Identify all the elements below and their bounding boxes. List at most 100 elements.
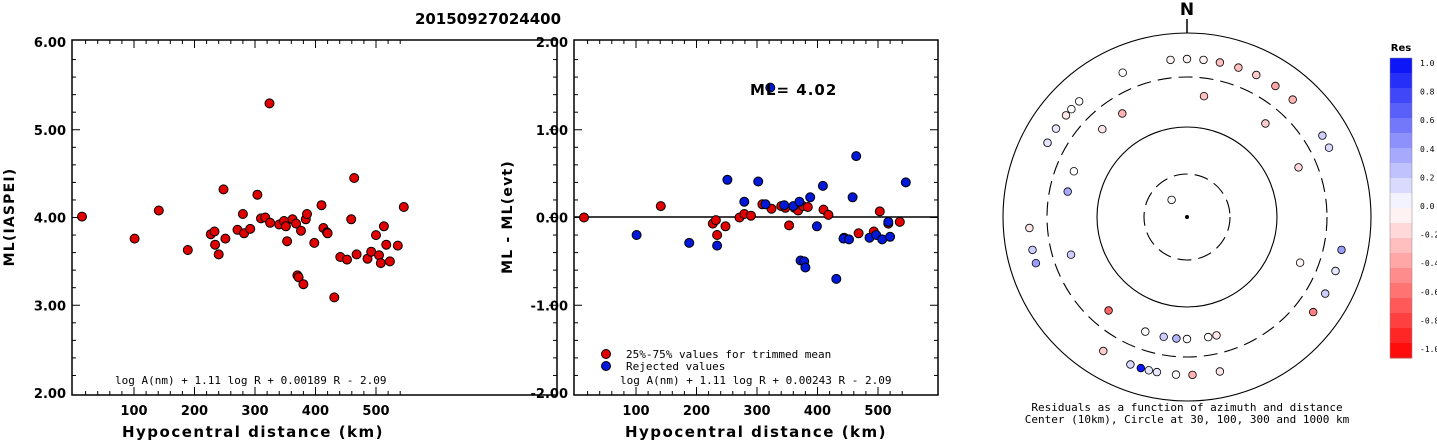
station-residual-point bbox=[1118, 109, 1127, 118]
station-residual-point bbox=[1171, 370, 1181, 379]
station-residual-point bbox=[1182, 334, 1192, 344]
y-tick-label: 1.00 bbox=[536, 124, 568, 139]
station-residual-point bbox=[1098, 124, 1107, 134]
station-residual-point bbox=[1212, 331, 1221, 340]
colorbar-cell bbox=[1390, 208, 1412, 224]
station-residual-point bbox=[1104, 306, 1113, 315]
colorbar-label: 0.6 bbox=[1420, 116, 1435, 125]
polar-caption-line1: Residuals as a function of azimuth and d… bbox=[1031, 401, 1342, 414]
x-tick-label: 400 bbox=[804, 404, 831, 419]
ml-point bbox=[220, 233, 231, 244]
legend-blue-label: Rejected values bbox=[626, 360, 725, 373]
panel1-formula: log A(nm) + 1.11 log R + 0.00189 R - 2.0… bbox=[115, 374, 387, 387]
colorbar-cell bbox=[1390, 118, 1412, 134]
colorbar-label: 0.4 bbox=[1420, 145, 1435, 154]
station-residual-point bbox=[1166, 55, 1175, 65]
ml-point bbox=[296, 225, 306, 236]
x-tick-label: 100 bbox=[120, 404, 147, 419]
north-label: N bbox=[1180, 0, 1194, 20]
colorbar-cell bbox=[1390, 148, 1412, 164]
station-residual-point bbox=[1308, 307, 1318, 317]
ml-point bbox=[316, 200, 327, 211]
residual-colorbar: Res 1.0 0.8 0.6 0.4 0.2 0.0 -0.2 -0.4 -0.6 -0.8 -1… bbox=[1389, 43, 1437, 359]
panel2-ylabel: ML - ML(evt) bbox=[500, 160, 516, 274]
ml-iaspei-panel: 100 200 300 400 500 2.00 3.00 4.00 5.00 6.00 log … bbox=[2, 36, 558, 441]
polar-rings bbox=[1002, 32, 1372, 402]
station-residual-point bbox=[1152, 367, 1162, 377]
colorbar-cell bbox=[1390, 238, 1412, 254]
trimmed-mean-point bbox=[823, 209, 834, 220]
ml-residual-panel: 100 200 300 400 500 -2.00 -1.00 0.00 1.00 2.00 ML… bbox=[500, 36, 939, 441]
station-residual-point bbox=[1188, 370, 1197, 380]
y-tick-label: 2.00 bbox=[536, 36, 568, 51]
station-residual-point bbox=[1215, 58, 1225, 67]
colorbar-cell bbox=[1390, 298, 1412, 314]
ml-point bbox=[398, 202, 409, 212]
colorbar-cells bbox=[1389, 57, 1413, 359]
y-tick-label: -1.00 bbox=[531, 299, 568, 314]
colorbar-label: 0.0 bbox=[1420, 202, 1435, 211]
legend-red-label: 25%-75% values for trimmed mean bbox=[626, 348, 831, 361]
rejected-point bbox=[684, 237, 695, 248]
station-residual-point bbox=[1318, 131, 1327, 140]
y-tick-label: 2.00 bbox=[34, 387, 66, 402]
station-residual-point bbox=[1126, 360, 1135, 369]
y-tick-label: 0.00 bbox=[536, 212, 568, 227]
ml-point bbox=[322, 228, 333, 239]
colorbar-label: -1.0 bbox=[1420, 345, 1437, 354]
rejected-point bbox=[811, 221, 822, 232]
ml-point bbox=[282, 236, 293, 247]
station-residual-point bbox=[1028, 245, 1037, 255]
colorbar-cell bbox=[1390, 328, 1412, 344]
rejected-point bbox=[883, 216, 894, 227]
ring-100km bbox=[1096, 126, 1278, 308]
ml-point bbox=[182, 245, 193, 255]
x-tick-label: 200 bbox=[181, 404, 208, 419]
station-residual-point bbox=[1141, 327, 1150, 336]
ml-point bbox=[349, 173, 360, 183]
colorbar-label: -0.8 bbox=[1420, 316, 1437, 325]
colorbar-cell bbox=[1390, 223, 1412, 239]
colorbar-frame bbox=[1389, 57, 1413, 359]
ml-point bbox=[384, 256, 395, 267]
x-tick-label: 500 bbox=[864, 404, 891, 419]
rejected-point bbox=[847, 192, 858, 203]
ring-30km bbox=[1143, 173, 1231, 261]
panel1-frame bbox=[71, 39, 558, 396]
station-residual-point bbox=[1063, 187, 1072, 196]
legend-red-marker bbox=[601, 349, 611, 359]
ml-point bbox=[252, 189, 263, 200]
station-residual-point bbox=[1118, 68, 1127, 77]
colorbar-cell bbox=[1390, 58, 1412, 74]
trimmed-mean-point bbox=[802, 202, 813, 212]
rejected-point bbox=[722, 174, 733, 185]
station-residual-point bbox=[1337, 245, 1346, 255]
trimmed-mean-point bbox=[655, 201, 666, 212]
colorbar-cell bbox=[1390, 343, 1412, 359]
ml-point bbox=[245, 223, 256, 234]
ml-point bbox=[346, 214, 357, 225]
x-tick-label: 500 bbox=[362, 404, 389, 419]
station-residual-point bbox=[1261, 119, 1270, 128]
ml-point bbox=[298, 279, 309, 290]
station-residual-point bbox=[1067, 104, 1076, 114]
rejected-point bbox=[712, 240, 723, 251]
ml-point bbox=[264, 98, 275, 109]
rejected-point bbox=[760, 199, 771, 210]
station-residual-point bbox=[1144, 366, 1153, 375]
station-residual-point bbox=[1074, 97, 1084, 106]
y-tick-label: 4.00 bbox=[34, 212, 66, 227]
station-residual-point bbox=[1271, 81, 1280, 91]
rejected-point bbox=[805, 192, 816, 203]
colorbar-label: 0.8 bbox=[1420, 88, 1435, 97]
y-tick-label: 3.00 bbox=[34, 299, 66, 314]
rejected-point bbox=[779, 200, 790, 211]
colorbar-label: -0.6 bbox=[1420, 288, 1437, 297]
colorbar-label: -0.4 bbox=[1420, 259, 1437, 268]
trimmed-mean-point bbox=[746, 210, 756, 221]
trimmed-mean-point bbox=[710, 215, 721, 226]
azimuth-residual-panel: N Residuals as a function of azimuth and… bbox=[1002, 0, 1372, 426]
x-tick-label: 400 bbox=[302, 404, 329, 419]
colorbar-cell bbox=[1390, 253, 1412, 269]
